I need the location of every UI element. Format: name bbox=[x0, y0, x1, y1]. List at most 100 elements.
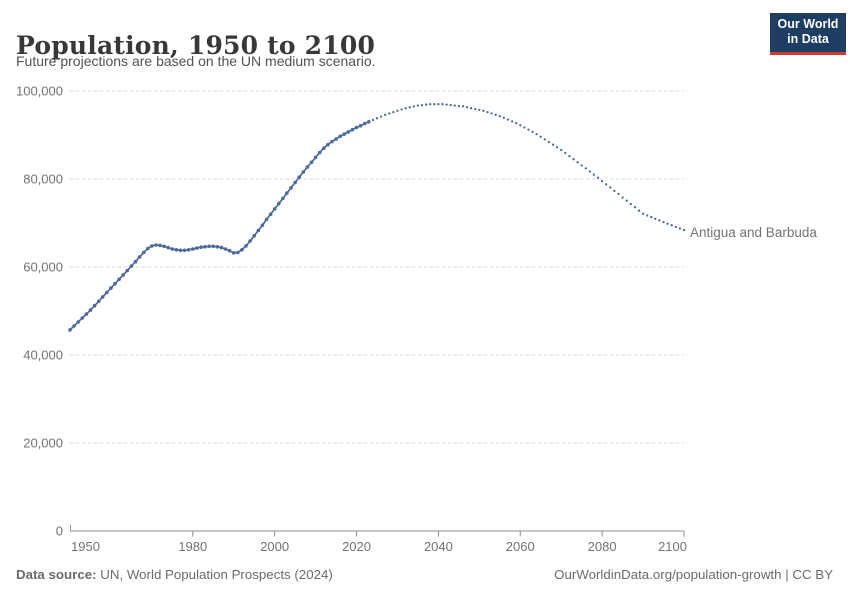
historical-point[interactable] bbox=[293, 180, 297, 185]
projection-point[interactable] bbox=[551, 143, 555, 146]
projection-point[interactable] bbox=[650, 215, 653, 219]
projection-point[interactable] bbox=[617, 192, 620, 196]
projection-point[interactable] bbox=[527, 128, 530, 131]
historical-point[interactable] bbox=[92, 303, 97, 308]
historical-point[interactable] bbox=[150, 244, 154, 248]
historical-point[interactable] bbox=[186, 248, 191, 252]
historical-point[interactable] bbox=[174, 248, 179, 252]
historical-point[interactable] bbox=[121, 273, 125, 277]
projection-point[interactable] bbox=[408, 106, 411, 109]
projection-point[interactable] bbox=[584, 167, 587, 170]
projection-point[interactable] bbox=[433, 103, 436, 106]
projection-point[interactable] bbox=[441, 103, 444, 106]
historical-point[interactable] bbox=[350, 127, 355, 132]
projection-point[interactable] bbox=[580, 164, 583, 167]
projection-point[interactable] bbox=[429, 103, 432, 106]
projection-point[interactable] bbox=[388, 112, 391, 115]
historical-point[interactable] bbox=[367, 120, 371, 124]
historical-point[interactable] bbox=[105, 290, 109, 295]
projection-point[interactable] bbox=[547, 140, 551, 144]
projection-point[interactable] bbox=[564, 151, 567, 155]
projection-point[interactable] bbox=[449, 103, 452, 107]
projection-point[interactable] bbox=[465, 106, 469, 109]
projection-point[interactable] bbox=[625, 199, 628, 202]
projection-point[interactable] bbox=[396, 109, 399, 112]
historical-point[interactable] bbox=[346, 130, 351, 134]
historical-point[interactable] bbox=[129, 264, 134, 268]
historical-point[interactable] bbox=[358, 124, 363, 128]
projection-point[interactable] bbox=[678, 227, 682, 230]
projection-point[interactable] bbox=[371, 118, 375, 122]
projection-point[interactable] bbox=[445, 103, 448, 106]
projection-point[interactable] bbox=[515, 121, 518, 125]
historical-point[interactable] bbox=[248, 239, 252, 243]
projection-point[interactable] bbox=[588, 170, 592, 173]
projection-point[interactable] bbox=[539, 135, 542, 138]
historical-point[interactable] bbox=[277, 201, 281, 206]
historical-point[interactable] bbox=[272, 207, 277, 211]
historical-point[interactable] bbox=[354, 125, 359, 130]
historical-point[interactable] bbox=[141, 250, 146, 255]
historical-point[interactable] bbox=[342, 132, 347, 136]
historical-point[interactable] bbox=[313, 155, 318, 160]
historical-point[interactable] bbox=[215, 245, 220, 249]
historical-point[interactable] bbox=[117, 277, 121, 282]
owid-logo[interactable]: Our World in Data bbox=[770, 13, 846, 55]
projection-point[interactable] bbox=[633, 206, 637, 209]
historical-point[interactable] bbox=[158, 243, 162, 248]
projection-point[interactable] bbox=[531, 130, 534, 134]
historical-point[interactable] bbox=[289, 186, 293, 190]
projection-point[interactable] bbox=[605, 183, 608, 186]
historical-point[interactable] bbox=[88, 308, 93, 312]
historical-point[interactable] bbox=[125, 268, 130, 273]
historical-point[interactable] bbox=[268, 212, 273, 216]
historical-point[interactable] bbox=[281, 196, 285, 201]
historical-point[interactable] bbox=[285, 191, 289, 195]
projection-point[interactable] bbox=[453, 104, 456, 107]
projection-point[interactable] bbox=[662, 220, 665, 224]
projection-point[interactable] bbox=[461, 105, 465, 108]
projection-point[interactable] bbox=[543, 138, 546, 141]
historical-point[interactable] bbox=[154, 243, 158, 247]
historical-point[interactable] bbox=[199, 245, 203, 249]
projection-point[interactable] bbox=[437, 103, 440, 106]
projection-point[interactable] bbox=[572, 158, 575, 161]
historical-point[interactable] bbox=[195, 246, 199, 250]
projection-point[interactable] bbox=[654, 217, 657, 220]
projection-point[interactable] bbox=[621, 196, 624, 199]
historical-point[interactable] bbox=[264, 217, 269, 222]
projection-point[interactable] bbox=[592, 173, 596, 176]
projection-point[interactable] bbox=[629, 202, 632, 206]
projection-point[interactable] bbox=[646, 214, 649, 217]
historical-point[interactable] bbox=[113, 281, 117, 286]
historical-point[interactable] bbox=[330, 139, 334, 144]
projection-point[interactable] bbox=[400, 108, 403, 111]
historical-point[interactable] bbox=[84, 312, 89, 316]
projection-point[interactable] bbox=[420, 103, 424, 107]
projection-point[interactable] bbox=[555, 146, 559, 149]
projection-point[interactable] bbox=[674, 225, 677, 229]
historical-point[interactable] bbox=[240, 248, 244, 252]
projection-point[interactable] bbox=[469, 107, 473, 110]
projection-point[interactable] bbox=[670, 224, 673, 227]
historical-point[interactable] bbox=[100, 295, 105, 299]
historical-point[interactable] bbox=[162, 244, 166, 249]
historical-point[interactable] bbox=[252, 234, 256, 238]
projection-point[interactable] bbox=[498, 114, 501, 118]
historical-point[interactable] bbox=[256, 228, 261, 233]
projection-point[interactable] bbox=[600, 180, 604, 183]
footer-link[interactable]: OurWorldinData.org/population-growth | C… bbox=[554, 567, 833, 582]
historical-point[interactable] bbox=[305, 165, 310, 169]
projection-point[interactable] bbox=[379, 115, 383, 118]
projection-point[interactable] bbox=[506, 118, 510, 121]
projection-point[interactable] bbox=[494, 113, 497, 116]
historical-point[interactable] bbox=[231, 251, 236, 255]
projection-point[interactable] bbox=[658, 219, 661, 222]
historical-point[interactable] bbox=[133, 259, 138, 264]
historical-point[interactable] bbox=[219, 245, 224, 250]
projection-point[interactable] bbox=[666, 222, 669, 225]
historical-point[interactable] bbox=[72, 324, 76, 328]
historical-point[interactable] bbox=[76, 320, 80, 324]
historical-line[interactable] bbox=[69, 120, 370, 331]
